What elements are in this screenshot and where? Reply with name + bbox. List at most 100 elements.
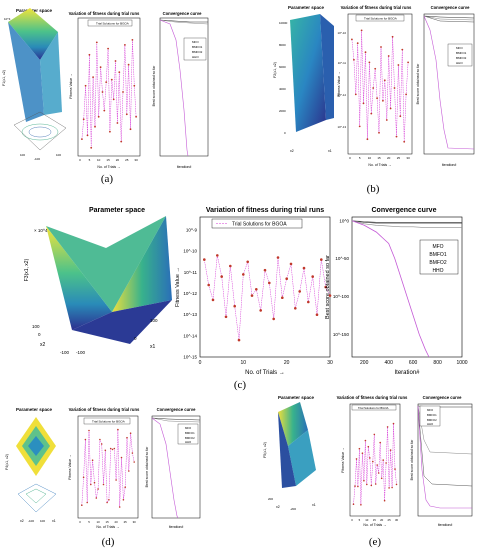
conv-line-e-bmfo2 bbox=[417, 405, 473, 487]
conv-line-a-bmfo1 bbox=[159, 19, 209, 25]
conv-line-a-hho bbox=[159, 19, 189, 157]
fit-ytick-b4: 10^-13 bbox=[338, 125, 347, 129]
conv-legend-e-2: BMFO1 bbox=[427, 413, 437, 417]
xtick-c-4: 30 bbox=[327, 360, 333, 366]
trial-point-e-11 bbox=[367, 445, 370, 448]
param-tick-b2: 8000 bbox=[279, 43, 286, 47]
fit-series-c bbox=[203, 254, 332, 342]
trial-point-b-25 bbox=[397, 64, 400, 66]
xtick-a-6: 25 bbox=[125, 158, 129, 162]
trial-point-a-3 bbox=[84, 84, 87, 87]
trial-point-e-28 bbox=[392, 422, 395, 425]
param-title-e: Parameter space bbox=[278, 395, 315, 400]
fit-legend-b bbox=[355, 14, 405, 22]
param-tick-c6: 100 bbox=[150, 318, 158, 323]
fit-legend-text-b: Trial Solutions for BGOA bbox=[364, 17, 397, 21]
contour-a2 bbox=[28, 126, 52, 138]
trial-point-b-20 bbox=[387, 55, 390, 57]
trial-point-e-21 bbox=[382, 459, 385, 461]
trial-point-a-29 bbox=[133, 84, 136, 87]
conv-line-d-hho bbox=[151, 417, 179, 519]
xtick-e-2: 5 bbox=[359, 518, 361, 522]
param-xlab-e: x2 bbox=[276, 505, 280, 509]
param-tick-c3: -100 bbox=[60, 350, 70, 355]
conv-ylabel-c: Best score obtained so far bbox=[325, 255, 331, 319]
fit-legend-text-e: Trial Solutions for BGOA bbox=[358, 406, 389, 410]
conv-xticks-c: 200 400 600 800 1000 bbox=[360, 360, 468, 366]
conv-title-a: Convergence curve bbox=[163, 11, 203, 16]
xtick-b-5: 20 bbox=[387, 156, 391, 160]
xtick-a-4: 15 bbox=[106, 158, 110, 162]
trial-point-c-22 bbox=[294, 307, 297, 310]
xtick-conv-c-1: 200 bbox=[360, 360, 369, 366]
trial-point-e-24 bbox=[386, 426, 389, 428]
trial-point-b-17 bbox=[382, 99, 384, 102]
trial-point-d-18 bbox=[111, 448, 114, 451]
trial-point-d-13 bbox=[102, 483, 105, 486]
fit-ylabel-d: Fitness Value → bbox=[68, 454, 72, 479]
trial-point-d-28 bbox=[129, 432, 132, 435]
trial-point-d-27 bbox=[128, 470, 130, 472]
trial-point-c-21 bbox=[289, 262, 293, 266]
xtick-d-6: 25 bbox=[124, 520, 128, 524]
trial-point-e-23 bbox=[385, 462, 387, 464]
surface-c-bottom bbox=[72, 300, 172, 344]
trial-point-e-6 bbox=[360, 504, 362, 506]
param-tick-d2: 100 bbox=[40, 519, 45, 523]
trial-point-d-2 bbox=[82, 476, 85, 479]
conv-plot-c: Convergence curve 10^0 10^-50 10^-100 10^-1… bbox=[325, 207, 468, 376]
fit-title-d: Variation of fitness during trial runs bbox=[69, 407, 140, 412]
trial-point-c-16 bbox=[268, 281, 271, 285]
trial-point-e-27 bbox=[391, 486, 393, 489]
trial-point-a-18 bbox=[112, 98, 115, 101]
trial-point-c-27 bbox=[315, 313, 319, 317]
conv-ylabel-a: Best score obtained so far bbox=[152, 65, 156, 106]
conv-xlabel-e: Iteration# bbox=[438, 523, 453, 527]
trial-point-d-3 bbox=[84, 438, 87, 441]
trial-point-a-11 bbox=[99, 66, 102, 69]
conv-xlabel-a: Iteration# bbox=[177, 165, 192, 169]
xtick-d-5: 20 bbox=[115, 520, 119, 524]
trial-point-c-13 bbox=[254, 288, 258, 291]
fit-ytick-b1: 10^-10 bbox=[338, 31, 347, 35]
param-plot-d: Parameter space F4(x1, x2) -100 100 x2 x… bbox=[5, 407, 57, 523]
trial-point-c-12 bbox=[250, 294, 254, 297]
trial-point-a-4 bbox=[86, 134, 89, 137]
surface-a-right bbox=[40, 32, 62, 115]
trial-point-b-27 bbox=[401, 48, 404, 51]
xtick-conv-c-4: 800 bbox=[433, 360, 442, 366]
trial-point-c-2 bbox=[207, 283, 210, 287]
trial-point-a-10 bbox=[97, 115, 100, 118]
conv-line-e-hho bbox=[417, 405, 472, 509]
fit-legend-a bbox=[87, 19, 133, 27]
trial-point-a-12 bbox=[101, 91, 104, 93]
param-tick-c1: 100 bbox=[32, 324, 40, 329]
trial-point-c-6 bbox=[224, 315, 228, 319]
param-xlab-b: x2 bbox=[290, 149, 294, 153]
trial-point-a-23 bbox=[122, 91, 124, 93]
trial-point-e-4 bbox=[357, 485, 359, 488]
conv-legend-b bbox=[447, 43, 473, 67]
param-zlabel-b: F2(x1, x2) bbox=[273, 62, 277, 78]
trial-point-a-19 bbox=[114, 60, 117, 62]
param-plot-b: Parameter space F2(x1, x2) 10000 8000 60… bbox=[273, 5, 334, 153]
param-tick-b1: 10000 bbox=[279, 21, 288, 25]
fit-ylabel-b: Fitness Value → bbox=[337, 71, 341, 96]
conv-line-d-bmfo1 bbox=[151, 417, 201, 423]
param-zlabel-d: F4(x1, x2) bbox=[5, 454, 9, 470]
fit-title-c: Variation of fitness during trial runs bbox=[206, 207, 324, 214]
trial-point-e-7 bbox=[361, 452, 364, 455]
trial-point-a-20 bbox=[116, 122, 119, 124]
xtick-e-7: 30 bbox=[395, 518, 399, 522]
trial-point-d-6 bbox=[90, 483, 92, 486]
surface-e bbox=[278, 402, 308, 446]
fit-title-e: Variation of fitness during trial runs bbox=[337, 395, 408, 400]
trial-point-a-25 bbox=[125, 113, 128, 116]
trial-point-b-22 bbox=[391, 35, 394, 38]
trial-point-e-22 bbox=[383, 499, 386, 502]
xtick-a-7: 30 bbox=[134, 158, 138, 162]
conv-legend-b-3: BMFO2 bbox=[456, 56, 467, 60]
conv-line-c-bmfo1 bbox=[351, 220, 462, 228]
xtick-e-3: 10 bbox=[365, 518, 369, 522]
trial-point-b-28 bbox=[403, 140, 406, 143]
